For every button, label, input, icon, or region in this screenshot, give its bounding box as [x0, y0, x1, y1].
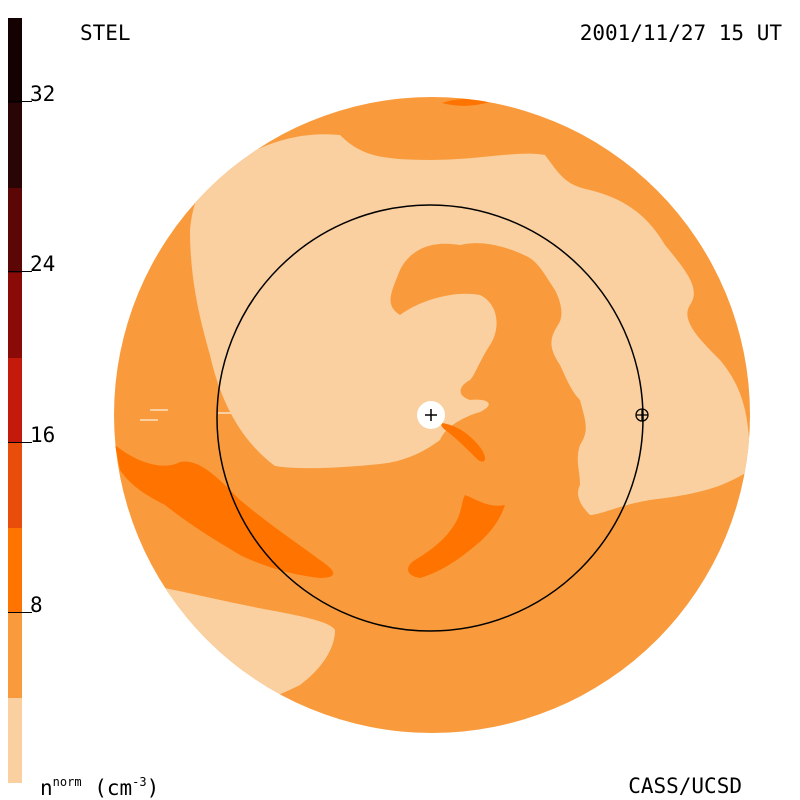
- color-scale-segment: [8, 528, 22, 613]
- scale-label-24: 24: [30, 252, 56, 276]
- credit-label: CASS/UCSD: [628, 774, 742, 798]
- color-scale-segment: [8, 613, 22, 698]
- color-scale-segment: [8, 188, 22, 273]
- unit-superscript: norm: [52, 775, 82, 789]
- high-density-streak-south: [408, 495, 505, 578]
- high-density-band-west: [115, 445, 334, 578]
- scale-tick: [8, 271, 32, 272]
- scale-label-16: 16: [30, 423, 56, 447]
- color-scale-bar: [8, 18, 22, 783]
- scale-tick: [8, 101, 32, 102]
- unit-exponent: -3: [132, 775, 147, 789]
- data-gap-marks: [140, 409, 366, 421]
- unit-base: n: [40, 776, 53, 800]
- color-scale-segment: [8, 103, 22, 188]
- scale-label-8: 8: [30, 593, 43, 617]
- color-scale-segment: [8, 273, 22, 358]
- unit-rest: (cm: [81, 776, 133, 800]
- color-scale-segment: [8, 443, 22, 528]
- color-scale-segment: [8, 358, 22, 443]
- scale-tick: [8, 612, 32, 613]
- scale-tick: [8, 442, 32, 443]
- earth-orbit-circle: [216, 204, 644, 632]
- unit-label: nnorm (cm-3): [40, 776, 159, 799]
- source-label: STEL: [80, 21, 131, 45]
- unit-close: ): [146, 776, 160, 800]
- datetime-label: 2001/11/27 15 UT: [579, 21, 782, 45]
- high-density-streak-center: [441, 423, 486, 462]
- color-scale-segment: [8, 698, 22, 783]
- color-scale-segment: [8, 18, 22, 103]
- sun-cross-icon: [425, 409, 437, 421]
- earth-icon: [635, 408, 649, 422]
- scale-label-32: 32: [30, 82, 56, 106]
